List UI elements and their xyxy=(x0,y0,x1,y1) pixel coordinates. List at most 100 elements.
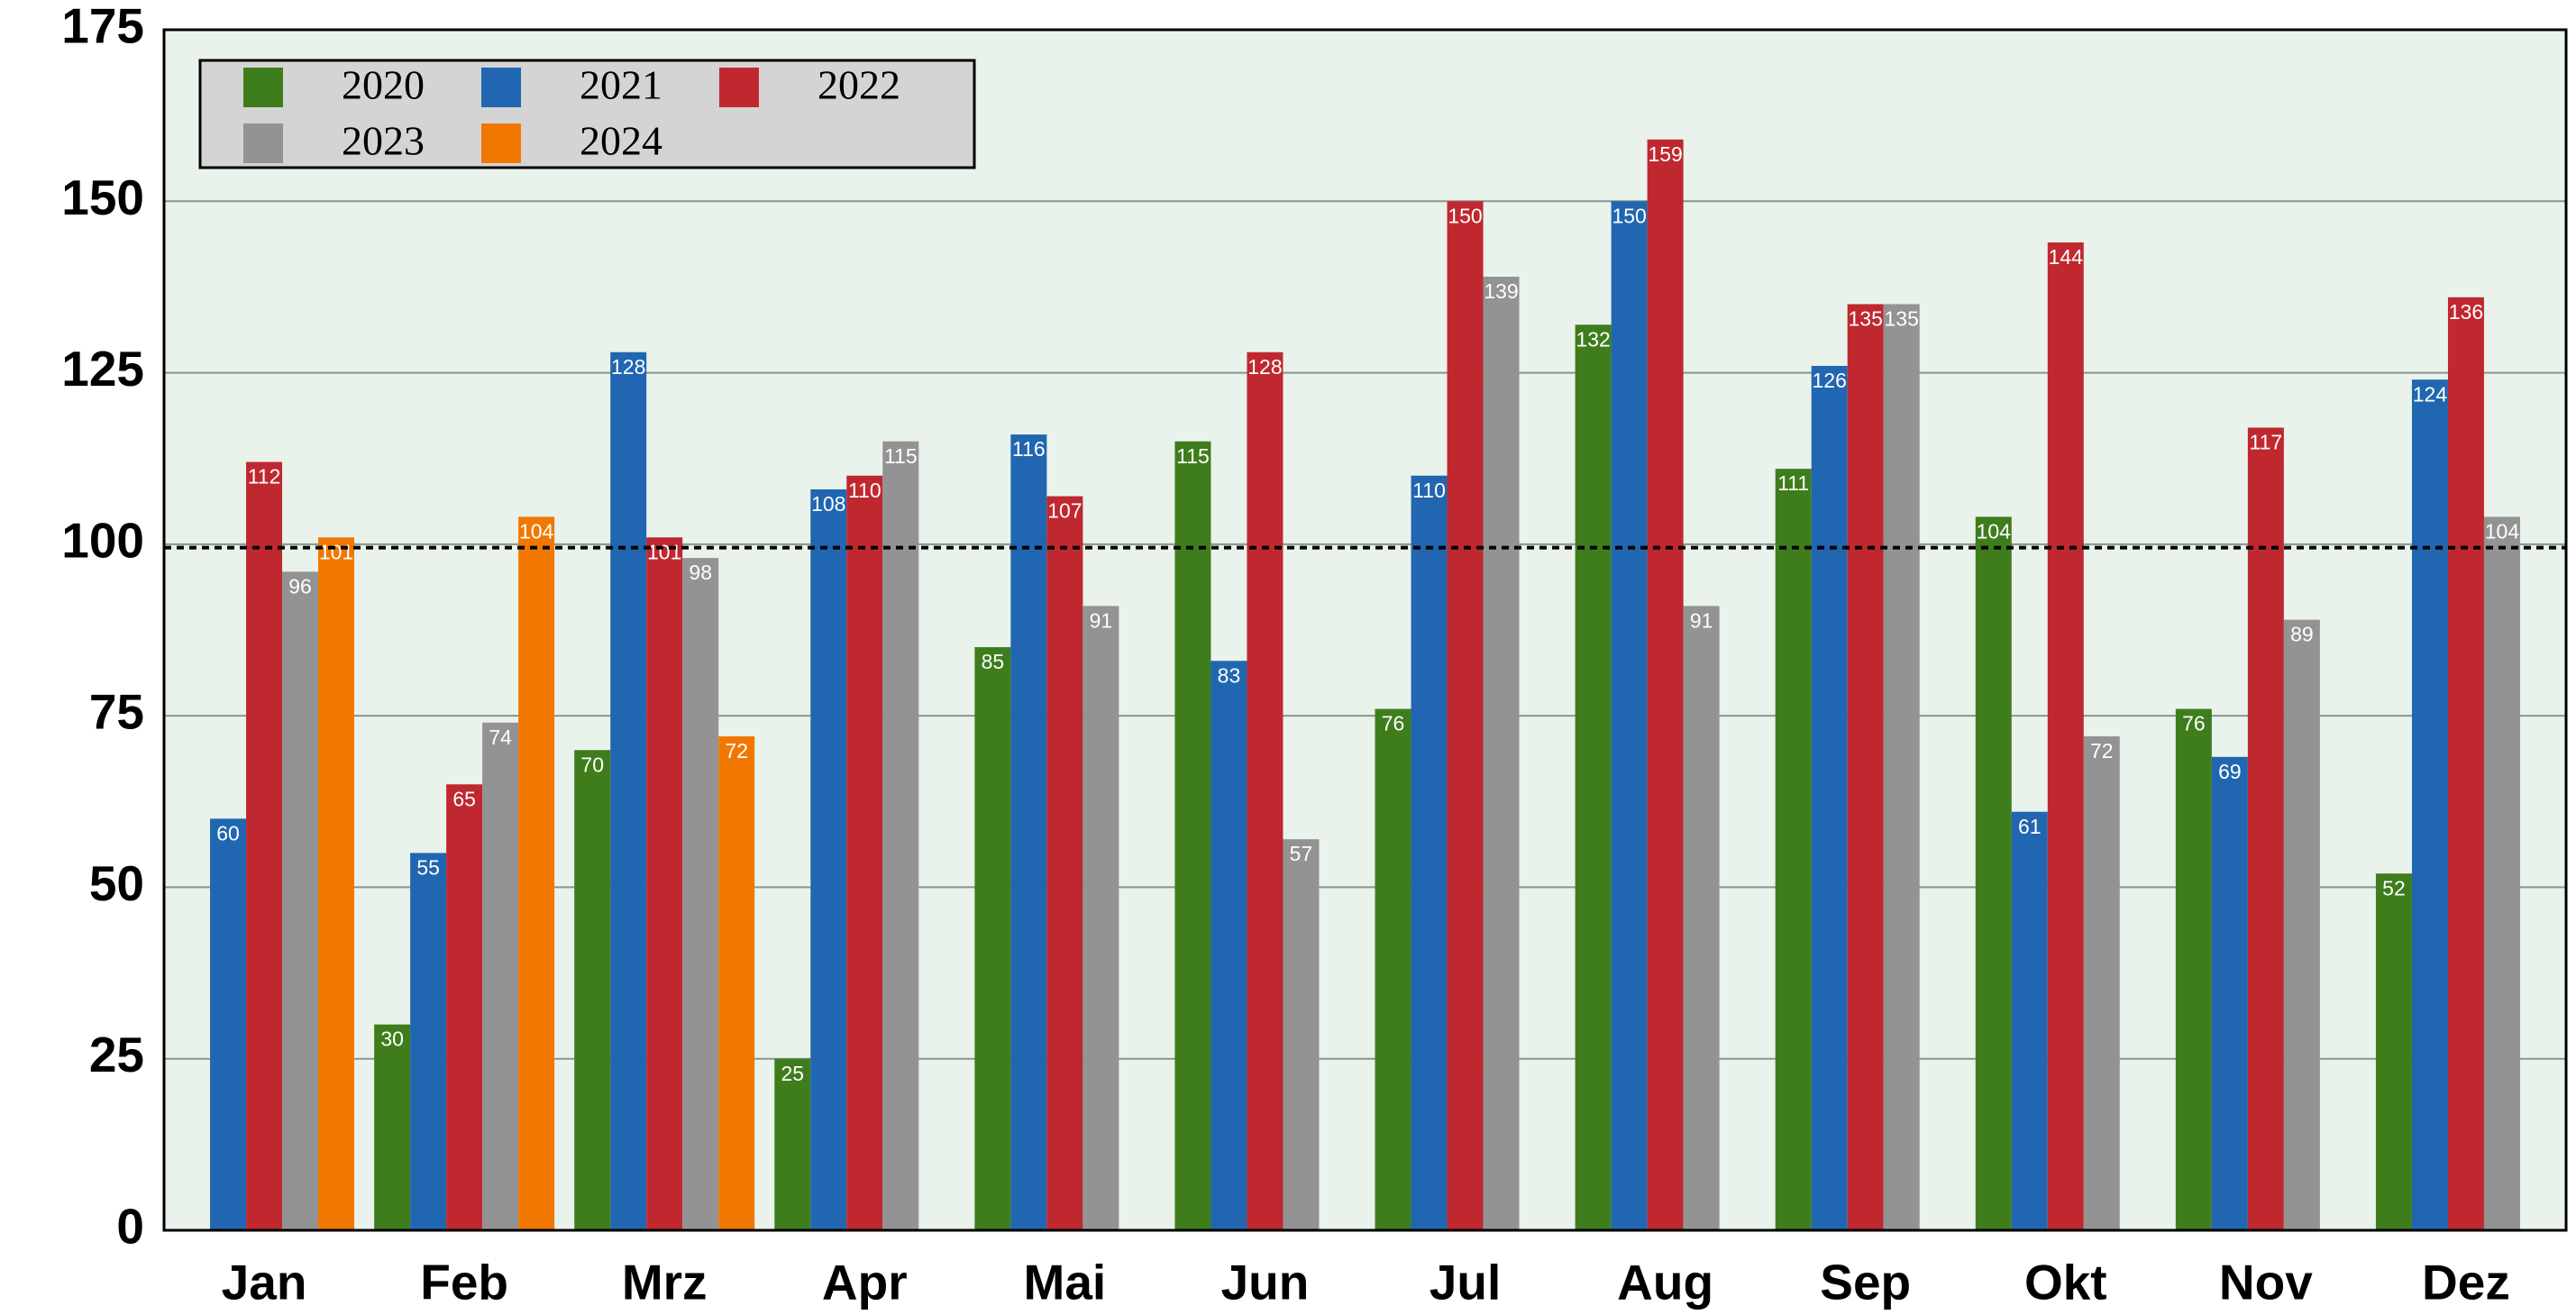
legend-label: 2024 xyxy=(580,118,662,164)
legend: 2020 2021 2022 2023 2024 xyxy=(198,59,976,169)
bar xyxy=(718,735,755,1230)
bar xyxy=(1174,441,1211,1231)
value-label: 91 xyxy=(1690,608,1713,632)
y-tick-label: 0 xyxy=(116,1199,144,1255)
bar xyxy=(2375,873,2412,1230)
bar xyxy=(1611,201,1648,1230)
value-label: 144 xyxy=(2049,245,2084,269)
bar xyxy=(1811,365,1848,1231)
bar xyxy=(1683,606,1720,1230)
bar xyxy=(518,516,555,1230)
bar xyxy=(318,537,355,1230)
value-label: 126 xyxy=(1813,369,1847,392)
value-label: 104 xyxy=(1977,519,2012,543)
bar xyxy=(446,784,483,1230)
bar xyxy=(1411,475,1448,1230)
value-label: 104 xyxy=(519,519,554,543)
value-label: 76 xyxy=(2182,712,2206,735)
value-label: 111 xyxy=(1777,471,1809,495)
legend-label: 2022 xyxy=(818,62,900,108)
bar xyxy=(646,537,683,1230)
bar xyxy=(1575,324,1612,1230)
x-tick-label: Aug xyxy=(1617,1255,1713,1310)
bar xyxy=(1046,496,1083,1230)
value-label: 128 xyxy=(611,355,645,379)
value-label: 76 xyxy=(1382,712,1405,735)
value-label: 115 xyxy=(1176,444,1210,468)
value-label: 104 xyxy=(2485,519,2520,543)
x-tick-label: Dez xyxy=(2422,1255,2510,1310)
legend-label: 2021 xyxy=(580,62,662,108)
value-label: 55 xyxy=(416,855,440,879)
value-label: 117 xyxy=(2250,431,2283,454)
value-label: 91 xyxy=(1090,608,1113,632)
bar xyxy=(1647,139,1684,1231)
bar xyxy=(1447,201,1484,1230)
x-tick-label: Apr xyxy=(822,1255,908,1310)
bar xyxy=(1775,469,1812,1230)
bar xyxy=(2247,427,2284,1230)
value-label: 132 xyxy=(1576,327,1610,351)
x-tick-label: Jul xyxy=(1430,1255,1501,1310)
bar xyxy=(210,818,247,1230)
value-label: 115 xyxy=(884,444,918,468)
y-tick-label: 75 xyxy=(89,684,144,740)
bar xyxy=(846,475,883,1230)
bar xyxy=(2447,297,2484,1230)
legend-swatch xyxy=(243,68,283,107)
value-label: 101 xyxy=(647,540,681,563)
value-label: 135 xyxy=(1849,307,1883,331)
value-label: 25 xyxy=(781,1062,804,1085)
value-label: 112 xyxy=(248,465,281,489)
bar xyxy=(974,647,1011,1230)
x-tick-label: Mai xyxy=(1024,1255,1107,1310)
bar xyxy=(2283,619,2320,1230)
bar xyxy=(1847,304,1884,1230)
y-tick-label: 25 xyxy=(89,1027,144,1082)
bar xyxy=(2047,242,2084,1230)
bar xyxy=(682,558,719,1230)
value-label: 83 xyxy=(1218,663,1241,687)
value-label: 70 xyxy=(580,753,604,776)
plot-area xyxy=(164,30,2566,1230)
x-tick-label: Jan xyxy=(222,1255,307,1310)
value-label: 110 xyxy=(1412,479,1446,502)
value-label: 72 xyxy=(2090,739,2114,763)
legend-swatch xyxy=(243,123,283,163)
value-label: 72 xyxy=(725,739,748,763)
bar xyxy=(2411,379,2448,1230)
x-tick-label: Sep xyxy=(1820,1255,1911,1310)
legend-swatch xyxy=(481,68,521,107)
x-tick-label: Mrz xyxy=(622,1255,708,1310)
bar xyxy=(810,489,847,1230)
bar xyxy=(574,750,611,1230)
bar xyxy=(2011,811,2048,1230)
value-label: 159 xyxy=(1648,142,1682,166)
y-tick-label: 125 xyxy=(61,341,144,397)
value-label: 128 xyxy=(1247,355,1282,379)
legend-label: 2020 xyxy=(342,62,425,108)
plot-frame xyxy=(162,28,2568,1232)
legend-swatch xyxy=(719,68,759,107)
y-tick-label: 175 xyxy=(61,0,144,54)
bar xyxy=(1483,277,1520,1230)
value-label: 61 xyxy=(2018,815,2042,838)
value-label: 98 xyxy=(689,561,712,584)
bar xyxy=(2083,735,2120,1230)
x-tick-label: Jun xyxy=(1221,1255,1310,1310)
bar xyxy=(774,1058,811,1230)
bar xyxy=(1010,434,1047,1230)
value-label: 74 xyxy=(489,726,512,749)
x-tick-label: Nov xyxy=(2219,1255,2313,1310)
value-label: 96 xyxy=(288,574,312,598)
value-label: 135 xyxy=(1885,307,1919,331)
y-tick-label: 100 xyxy=(61,512,144,568)
value-label: 85 xyxy=(982,650,1005,673)
value-label: 139 xyxy=(1484,279,1518,303)
legend-label: 2023 xyxy=(342,118,425,164)
bar xyxy=(1883,304,1920,1230)
bar xyxy=(1975,516,2012,1230)
bar xyxy=(2483,516,2520,1230)
value-label: 65 xyxy=(452,787,476,810)
